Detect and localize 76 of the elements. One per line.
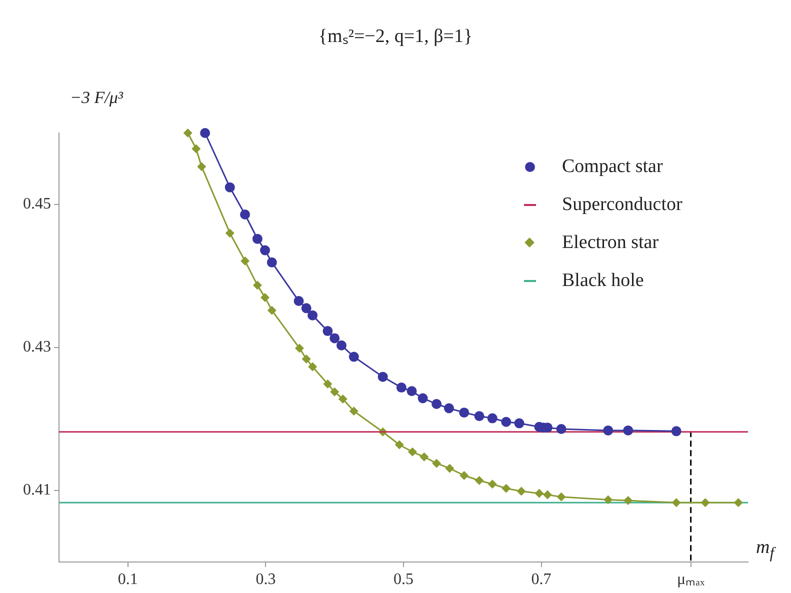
point xyxy=(734,498,743,508)
point xyxy=(556,424,566,434)
chart-title: {mₛ²=−2, q=1, β=1} xyxy=(317,25,474,48)
point xyxy=(301,303,312,314)
point xyxy=(418,393,428,404)
legend-label: Compact star xyxy=(562,156,663,178)
point xyxy=(543,490,552,500)
x-tick-label: 0.7 xyxy=(531,570,552,588)
point xyxy=(197,162,206,172)
point xyxy=(603,425,614,436)
point xyxy=(330,333,340,344)
point xyxy=(378,372,388,382)
point xyxy=(267,306,276,315)
point xyxy=(444,403,454,414)
legend-label: Electron star xyxy=(562,232,659,254)
point xyxy=(432,458,442,468)
point xyxy=(623,425,634,436)
y-axis-title: −3 F/μ³ xyxy=(70,88,123,108)
x-tick-label: 0.5 xyxy=(394,570,414,588)
point xyxy=(225,228,234,238)
point xyxy=(308,362,318,372)
point xyxy=(514,418,524,428)
point xyxy=(672,498,681,508)
point xyxy=(671,426,682,436)
point xyxy=(240,256,250,266)
point xyxy=(200,128,210,138)
point xyxy=(294,296,304,306)
point xyxy=(502,484,511,493)
point xyxy=(330,387,340,396)
point xyxy=(534,488,544,498)
point xyxy=(266,257,277,268)
point xyxy=(501,416,512,427)
point xyxy=(336,340,346,350)
point xyxy=(394,440,404,450)
point xyxy=(240,210,250,220)
legend-label: Black hole xyxy=(562,270,644,292)
y-tick-label: 0.45 xyxy=(23,196,51,213)
point xyxy=(460,470,469,480)
point xyxy=(700,498,710,508)
point xyxy=(556,492,566,502)
point xyxy=(420,452,429,462)
x-tick-label: 0.1 xyxy=(118,570,138,588)
x-axis-title: m$_{f}$ xyxy=(756,537,774,563)
point xyxy=(516,486,526,496)
y-tick-label: 0.43 xyxy=(23,338,51,356)
point xyxy=(348,352,359,362)
x-tick-label: μₘₐₓ xyxy=(677,570,705,588)
point xyxy=(252,280,262,290)
point xyxy=(294,344,304,353)
point xyxy=(408,447,417,456)
point xyxy=(604,495,613,504)
point xyxy=(432,398,442,409)
x-tick-label: 0.3 xyxy=(256,570,276,588)
point xyxy=(322,326,333,336)
point xyxy=(474,476,484,485)
point xyxy=(323,379,332,388)
point xyxy=(445,464,454,473)
point xyxy=(488,480,497,489)
point xyxy=(302,354,311,364)
point xyxy=(308,310,318,320)
point xyxy=(224,182,235,192)
legend-label: Superconductor xyxy=(562,194,682,216)
point xyxy=(474,411,484,422)
point xyxy=(487,413,498,424)
point xyxy=(252,234,262,244)
point xyxy=(624,496,633,506)
point xyxy=(183,128,192,138)
point xyxy=(459,408,470,418)
point xyxy=(338,394,348,404)
y-tick-label: 0.41 xyxy=(23,482,51,499)
point xyxy=(396,382,406,393)
point xyxy=(406,386,417,396)
point xyxy=(260,292,270,302)
point xyxy=(349,406,358,416)
point xyxy=(192,144,201,154)
point xyxy=(260,245,270,256)
